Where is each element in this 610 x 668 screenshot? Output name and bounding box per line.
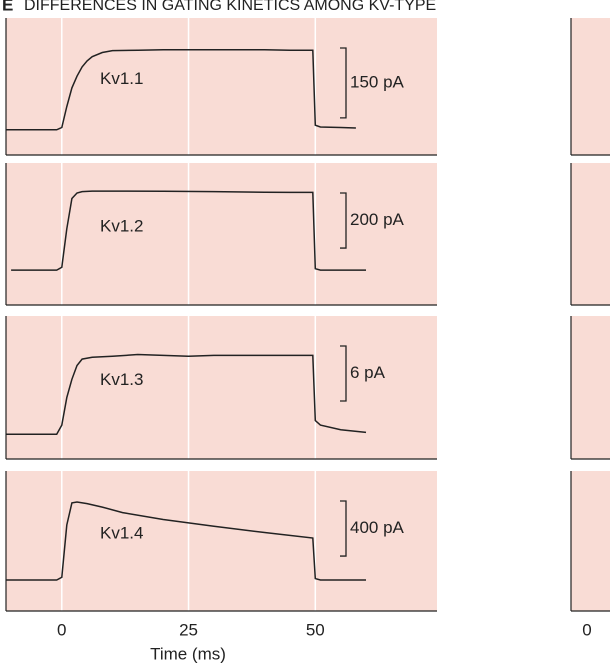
channel-label: Kv1.3 xyxy=(100,370,143,389)
channel-label: Kv1.1 xyxy=(100,69,143,88)
current-trace xyxy=(6,353,367,436)
figure-title: DIFFERENCES IN GATING KINETICS AMONG KV-… xyxy=(24,0,436,14)
panel-background xyxy=(6,163,437,305)
channel-label: Kv1.4 xyxy=(100,523,143,542)
scale-bar xyxy=(340,500,347,557)
current-trace xyxy=(6,48,356,131)
panel-background xyxy=(6,18,437,155)
scale-bar-label: 400 pA xyxy=(350,518,405,537)
right-panel xyxy=(571,471,610,611)
panel-background xyxy=(6,471,437,611)
scale-bar xyxy=(340,47,347,119)
x-axis-label: Time (ms) xyxy=(150,644,226,663)
x-tick-label: 25 xyxy=(179,620,198,639)
scale-bar xyxy=(340,192,347,249)
x-tick-label: 0 xyxy=(57,620,66,639)
scale-bar-label: 6 pA xyxy=(350,363,386,382)
x-tick-label: 50 xyxy=(306,620,325,639)
channel-label: Kv1.2 xyxy=(100,216,143,235)
scale-bar xyxy=(340,345,347,402)
right-panel xyxy=(571,18,610,155)
panel-background xyxy=(6,316,437,459)
scale-bar-label: 200 pA xyxy=(350,210,405,229)
current-trace xyxy=(11,190,366,271)
right-x-tick-label: 0 xyxy=(582,620,591,639)
figure-letter: E xyxy=(2,0,13,14)
current-trace xyxy=(6,501,366,581)
scale-bar-label: 150 pA xyxy=(350,72,405,91)
right-panel xyxy=(571,163,610,305)
right-panel xyxy=(571,316,610,459)
